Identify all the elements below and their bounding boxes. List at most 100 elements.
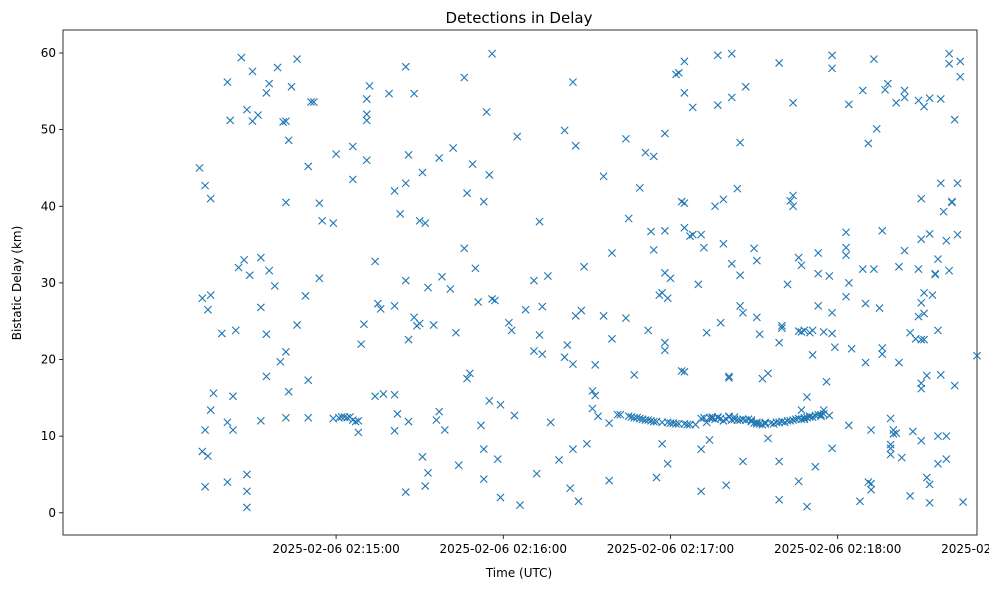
data-point-marker: [956, 72, 965, 81]
data-point-marker: [869, 265, 878, 274]
data-point-marker: [371, 392, 380, 401]
data-point-marker: [808, 350, 817, 359]
data-point-marker: [309, 98, 318, 107]
data-point-marker: [504, 318, 513, 327]
data-point-marker: [925, 480, 934, 489]
data-point-marker: [950, 115, 959, 124]
data-point-marker: [390, 426, 399, 435]
data-point-marker: [393, 409, 402, 418]
data-point-marker: [894, 262, 903, 271]
data-point-marker: [451, 328, 460, 337]
data-point-marker: [588, 386, 597, 395]
data-point-marker: [694, 280, 703, 289]
data-point-marker: [819, 327, 828, 336]
data-point-marker: [195, 163, 204, 172]
data-point-marker: [861, 299, 870, 308]
data-point-marker: [223, 418, 232, 427]
data-point-marker: [424, 468, 433, 477]
data-point-marker: [953, 179, 962, 188]
data-point-marker: [256, 416, 265, 425]
data-point-marker: [649, 152, 658, 161]
data-point-marker: [814, 301, 823, 310]
y-tick-label: 60: [41, 46, 56, 60]
data-point-marker: [947, 198, 956, 207]
data-point-marker: [847, 344, 856, 353]
data-point-marker: [881, 85, 890, 94]
data-point-marker: [794, 253, 803, 262]
data-point-marker: [630, 370, 639, 379]
data-point-marker: [677, 367, 686, 375]
data-point-marker: [418, 168, 427, 177]
data-point-marker: [908, 427, 917, 436]
data-point-marker: [875, 304, 884, 313]
y-tick-label: 10: [41, 429, 56, 443]
data-point-marker: [933, 432, 942, 441]
data-point-marker: [814, 249, 823, 257]
x-tick-label: 2025-02-06 02:18:00: [774, 542, 901, 556]
data-point-marker: [775, 457, 784, 466]
data-point-marker: [510, 411, 519, 420]
x-tick-label: 2025-02-06 02:17:00: [607, 542, 734, 556]
data-point-marker: [493, 455, 502, 464]
data-point-marker: [538, 350, 547, 359]
data-point-marker: [588, 404, 597, 413]
data-point-marker: [348, 142, 357, 151]
data-point-marker: [705, 435, 714, 444]
data-point-marker: [752, 256, 761, 265]
data-point-marker: [858, 86, 867, 95]
data-point-marker: [722, 481, 731, 490]
data-point-marker: [307, 98, 315, 107]
y-tick-label: 50: [41, 123, 56, 137]
x-axis: 2025-02-06 02:15:00 2025-02-06 02:16:00 20…: [272, 535, 989, 556]
data-point-marker: [516, 501, 524, 510]
data-point-marker: [789, 202, 798, 211]
data-point-marker: [365, 81, 374, 90]
data-point-marker: [301, 291, 310, 300]
data-point-marker: [362, 94, 371, 103]
data-point-marker: [697, 414, 706, 423]
data-point-marker: [764, 434, 772, 443]
data-point-marker: [702, 328, 711, 337]
data-point-marker: [580, 262, 589, 271]
data-point-marker: [797, 406, 806, 415]
data-point-marker: [546, 418, 555, 427]
data-point-marker: [942, 236, 951, 245]
data-point-marker: [649, 417, 658, 426]
data-point-marker: [201, 426, 210, 435]
x-axis-label: Time (UTC): [485, 566, 552, 580]
data-point-marker: [276, 357, 285, 366]
data-point-marker: [571, 141, 580, 150]
data-point-marker: [401, 488, 410, 497]
data-point-marker: [889, 429, 898, 438]
data-point-marker: [529, 347, 538, 356]
data-point-marker: [479, 445, 488, 454]
data-point-marker: [660, 226, 669, 235]
data-point-marker: [281, 117, 290, 126]
y-axis-label: Bistatic Delay (km): [10, 226, 24, 341]
data-point-marker: [727, 49, 736, 58]
data-point-marker: [786, 196, 795, 205]
data-point-marker: [262, 372, 271, 381]
data-point-marker: [543, 271, 552, 280]
data-point-marker: [279, 117, 288, 126]
data-point-marker: [624, 214, 633, 223]
data-point-marker: [719, 239, 728, 248]
data-point-marker: [242, 105, 251, 114]
x-tick-label: 2025-02-06 02:19:00: [941, 542, 989, 556]
data-point-marker: [555, 455, 564, 464]
data-point-marker: [635, 183, 644, 192]
data-point-marker: [507, 326, 516, 335]
data-point-marker: [828, 51, 837, 60]
data-point-marker: [920, 288, 929, 297]
data-point-marker: [521, 305, 530, 314]
data-point-marker: [599, 311, 608, 320]
data-point-marker: [867, 485, 876, 494]
data-point-marker: [842, 243, 851, 252]
data-point-marker: [621, 134, 630, 143]
data-point-marker: [203, 305, 212, 314]
data-point-marker: [293, 55, 302, 64]
data-point-marker: [594, 412, 603, 421]
data-point-marker: [281, 347, 290, 356]
data-point-marker: [454, 461, 463, 470]
data-point-marker: [254, 111, 263, 120]
